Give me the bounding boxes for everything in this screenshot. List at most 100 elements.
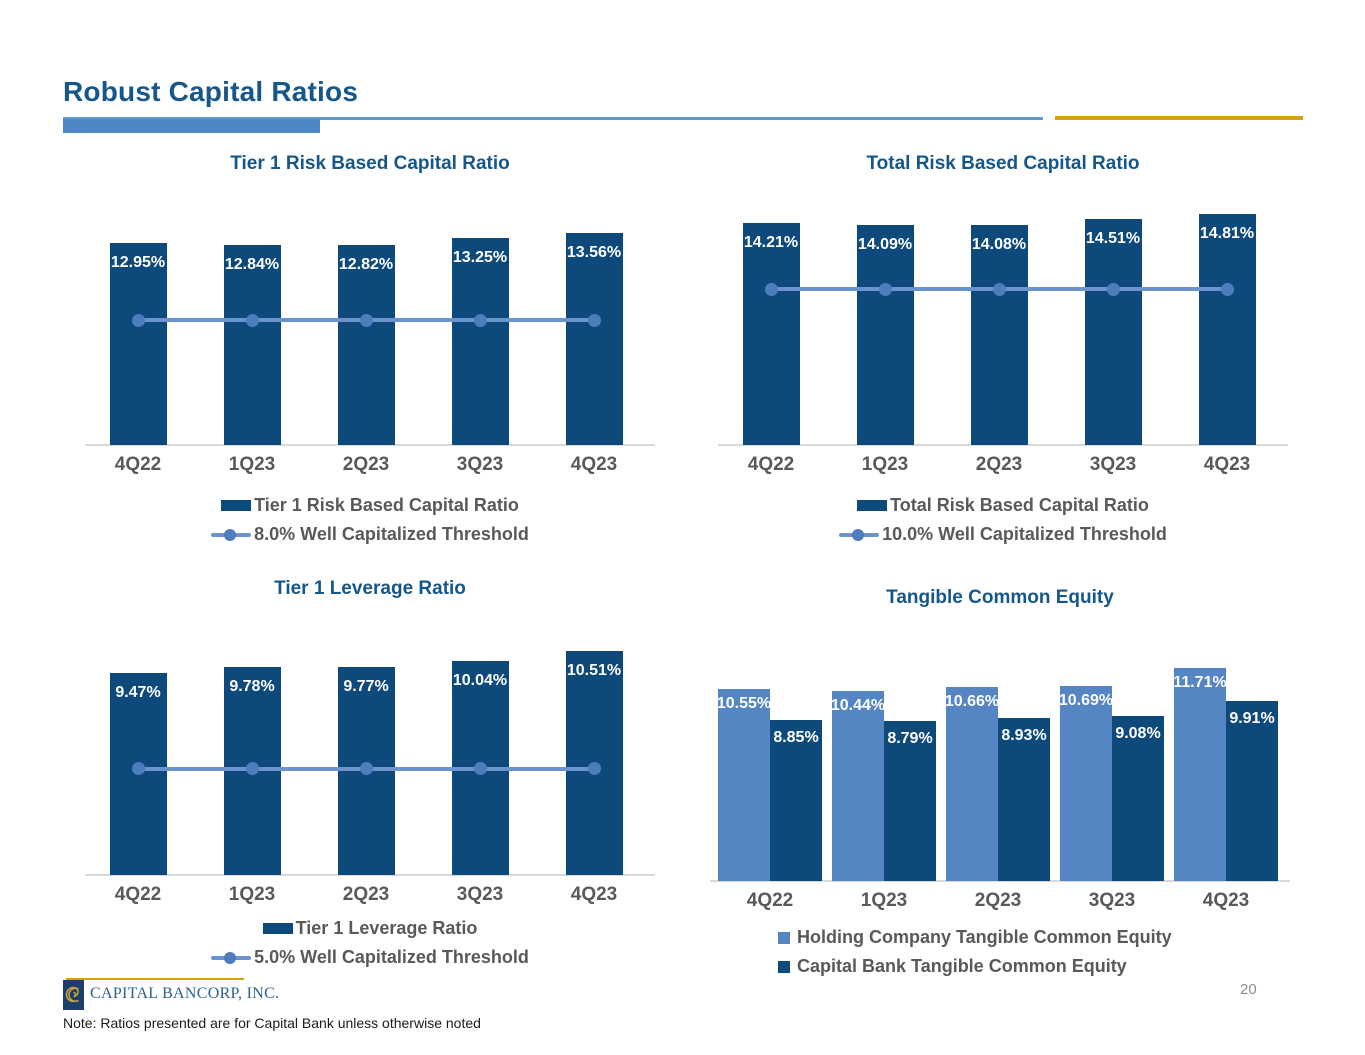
bar-value-label: 11.71% <box>1173 674 1227 691</box>
plot-area: 14.21% 14.09% 14.08% 14.51% 14.81% 4Q22 1Q23 2Q… <box>718 210 1288 475</box>
threshold-dot <box>1220 282 1234 296</box>
title-accent-bar <box>63 119 320 133</box>
bar-value-label: 9.77% <box>343 678 389 695</box>
logo-swirl-icon <box>63 980 84 1010</box>
bar <box>1112 716 1164 881</box>
bar <box>742 223 800 445</box>
legend-label: Tier 1 Leverage Ratio <box>295 918 478 938</box>
bar-value-label: 10.04% <box>452 672 508 689</box>
bar <box>1060 686 1112 881</box>
chart-tangible-common-equity: Tangible Common Equity 10.55% 10.44% 10.66… <box>710 575 1290 1005</box>
threshold-dot <box>764 282 778 296</box>
bar <box>718 689 770 881</box>
legend-label: 10.0% Well Capitalized Threshold <box>882 524 1167 544</box>
legend-label: Capital Bank Tangible Common Equity <box>797 956 1127 976</box>
legend: Tier 1 Risk Based Capital Ratio 8.0% Wel… <box>85 495 655 545</box>
bar-value-label: 10.55% <box>716 695 772 712</box>
chart-title: Tangible Common Equity <box>886 587 1114 608</box>
page-title: Robust Capital Ratios <box>63 76 359 107</box>
bar-value-label: 9.47% <box>115 684 161 701</box>
page-number: 20 <box>1240 981 1257 998</box>
chart-title: Tier 1 Leverage Ratio <box>274 578 466 599</box>
x-axis-label: 4Q23 <box>1203 454 1251 475</box>
legend-item-series: Tier 1 Leverage Ratio <box>262 918 478 939</box>
x-axis-label: 4Q22 <box>746 890 794 911</box>
bar <box>970 225 1028 445</box>
x-axis-line <box>85 444 655 446</box>
legend-label: Total Risk Based Capital Ratio <box>890 495 1149 515</box>
legend: Total Risk Based Capital Ratio 10.0% Wel… <box>718 495 1288 545</box>
x-axis-label: 2Q23 <box>342 454 390 475</box>
legend-bar-swatch <box>857 500 888 511</box>
bar <box>1198 214 1256 445</box>
bar-value-label: 12.95% <box>110 254 166 271</box>
x-axis-label: 3Q23 <box>456 884 504 905</box>
x-axis-label: 1Q23 <box>228 454 276 475</box>
bar-value-label: 10.44% <box>830 697 886 714</box>
bar-value-label: 10.66% <box>944 693 1000 710</box>
x-axis-label: 3Q23 <box>1088 890 1136 911</box>
bar-value-label: 14.09% <box>857 236 913 253</box>
legend-label: 8.0% Well Capitalized Threshold <box>254 524 529 544</box>
bar-value-label: 8.79% <box>887 730 933 747</box>
legend-dot-icon <box>224 951 237 964</box>
chart-title: Total Risk Based Capital Ratio <box>866 153 1140 174</box>
bar-value-label: 13.25% <box>452 249 508 266</box>
bar <box>1226 701 1278 881</box>
x-axis-label: 1Q23 <box>228 884 276 905</box>
threshold-dot <box>587 762 601 775</box>
threshold-dot <box>131 762 145 775</box>
x-axis-label: 4Q22 <box>114 884 162 905</box>
legend-item-capital-bank: Capital Bank Tangible Common Equity <box>778 956 1127 977</box>
threshold-dot <box>1106 282 1120 296</box>
x-axis-line <box>85 874 655 876</box>
legend-label: Holding Company Tangible Common Equity <box>797 927 1172 947</box>
bar-value-label: 10.51% <box>566 662 622 679</box>
plot-area: 10.55% 10.44% 10.66% 10.69% 11.71% 8.85% 8.79%… <box>710 645 1290 911</box>
chart-tier1-leverage-ratio: Tier 1 Leverage Ratio 9.47% 9.78% 9.77% 10.… <box>85 570 655 1000</box>
threshold-dot <box>473 313 487 327</box>
legend-dot-icon <box>852 528 865 541</box>
legend: Tier 1 Leverage Ratio 5.0% Well Capitali… <box>85 918 655 968</box>
chart-title: Tier 1 Risk Based Capital Ratio <box>230 153 510 174</box>
threshold-dot <box>131 313 145 327</box>
bar <box>856 225 914 445</box>
legend-item-threshold: 5.0% Well Capitalized Threshold <box>211 947 529 968</box>
bar-value-label: 12.84% <box>224 256 280 273</box>
x-axis-label: 1Q23 <box>860 890 908 911</box>
legend-item-series: Tier 1 Risk Based Capital Ratio <box>221 495 519 516</box>
footnote: Note: Ratios presented are for Capital B… <box>63 1015 481 1031</box>
legend-bar-swatch <box>221 500 252 511</box>
bar-value-label: 9.78% <box>229 678 275 695</box>
x-axis-label: 4Q23 <box>1202 890 1250 911</box>
x-axis-label: 4Q23 <box>570 454 618 475</box>
x-axis-label: 4Q23 <box>570 884 618 905</box>
bar-value-label: 14.08% <box>971 236 1027 253</box>
threshold-dot <box>359 313 373 327</box>
threshold-dot <box>245 762 259 775</box>
x-axis-label: 3Q23 <box>1089 454 1137 475</box>
bar-value-label: 10.69% <box>1058 692 1114 709</box>
legend-bar-swatch <box>262 923 293 934</box>
threshold-dot <box>359 762 373 775</box>
legend-item-threshold: 10.0% Well Capitalized Threshold <box>839 524 1167 545</box>
plot-area: 12.95% 12.84% 12.82% 13.25% 13.56% 4Q22 1Q23 2Q… <box>85 220 655 475</box>
bar-value-label: 14.51% <box>1085 230 1141 247</box>
bar <box>337 245 395 445</box>
x-axis-line <box>710 880 1290 882</box>
x-axis-label: 4Q22 <box>114 454 162 475</box>
legend-label: 5.0% Well Capitalized Threshold <box>254 947 529 967</box>
bar <box>1174 668 1226 881</box>
bar <box>832 691 884 881</box>
x-axis-line <box>718 444 1288 446</box>
bar <box>770 720 822 881</box>
bar-value-label: 12.82% <box>338 256 394 273</box>
bar <box>884 721 936 881</box>
chart-total-risk-based-capital-ratio: Total Risk Based Capital Ratio 14.21% 14.… <box>718 145 1288 565</box>
bar <box>109 243 167 445</box>
x-axis-label: 1Q23 <box>861 454 909 475</box>
legend-item-series: Total Risk Based Capital Ratio <box>857 495 1149 516</box>
bar-value-label: 13.56% <box>566 244 622 261</box>
legend-item-threshold: 8.0% Well Capitalized Threshold <box>211 524 529 545</box>
